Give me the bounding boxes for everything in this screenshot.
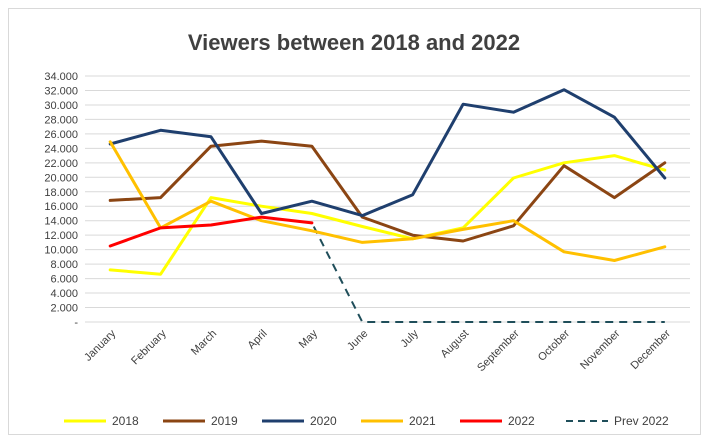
x-axis-ticks: January February March April May June July Augu… [82, 327, 673, 374]
series-lines [108, 88, 667, 323]
x-tick-label: August [439, 328, 472, 361]
legend: 2018 2019 2020 2021 2022 Prev 2022 [64, 414, 669, 428]
x-tick-label: February [129, 327, 169, 367]
y-tick-label: 6.000 [50, 274, 78, 286]
x-tick-label: July [399, 327, 422, 350]
chart-frame [8, 8, 701, 435]
y-tick-label: 28.000 [44, 114, 78, 126]
y-tick-label: 16.000 [44, 201, 78, 213]
y-tick-label: 34.000 [44, 71, 78, 83]
x-tick-label: November [578, 327, 623, 372]
series-line-2021 [108, 140, 667, 262]
y-tick-label: 30.000 [44, 100, 78, 112]
y-tick-label: 4.000 [50, 288, 78, 300]
y-tick-label: 8.000 [50, 259, 78, 271]
series-line-2019 [108, 139, 667, 243]
x-tick-label: September [475, 327, 522, 374]
y-tick-label: 20.000 [44, 172, 78, 184]
series-line-prev-2022 [109, 216, 665, 323]
legend-label: 2019 [211, 414, 238, 428]
y-tick-label: 22.000 [44, 158, 78, 170]
y-tick-label: 2.000 [50, 303, 78, 315]
y-tick-label: 14.000 [44, 216, 78, 228]
series-line-2022 [108, 215, 314, 248]
x-tick-label: April [246, 328, 270, 352]
x-tick-label: May [297, 327, 321, 351]
y-tick-label: 10.000 [44, 245, 78, 257]
legend-label: Prev 2022 [614, 414, 669, 428]
chart-title: Viewers between 2018 and 2022 [188, 30, 520, 55]
y-tick-label: 18.000 [44, 187, 78, 199]
y-tick-label: 26.000 [44, 129, 78, 141]
legend-label: 2021 [409, 414, 436, 428]
y-axis-ticks: 34.000 32.000 30.000 28.000 26.000 24.000 22.0… [44, 71, 78, 329]
legend-label: 2020 [310, 414, 337, 428]
series-line-2018 [108, 154, 667, 276]
x-tick-label: January [82, 327, 119, 364]
x-tick-label: December [629, 327, 674, 372]
legend-label: 2018 [112, 414, 139, 428]
y-tick-label: - [74, 317, 78, 329]
y-tick-label: 24.000 [44, 143, 78, 155]
grid-lines [85, 75, 690, 323]
y-tick-label: 12.000 [44, 230, 78, 242]
y-tick-label: 32.000 [44, 85, 78, 97]
x-tick-label: June [345, 328, 370, 353]
series-line-2020 [108, 88, 667, 218]
legend-label: 2022 [508, 414, 535, 428]
x-tick-label: October [536, 327, 572, 363]
x-tick-label: March [189, 328, 219, 358]
